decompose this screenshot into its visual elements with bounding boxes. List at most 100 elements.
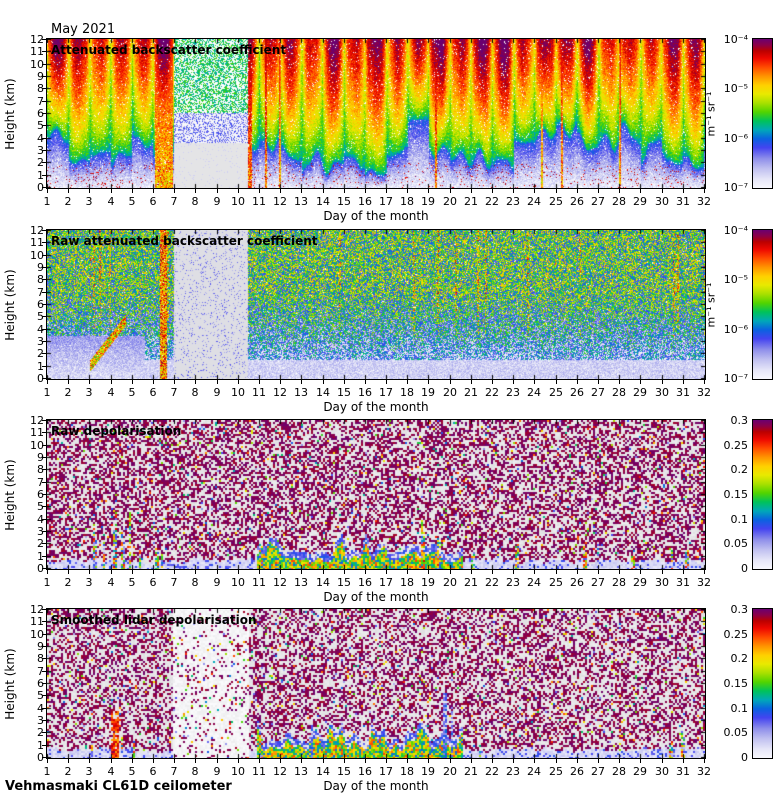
x-tick-label: 16 <box>358 195 372 208</box>
x-tick-label: 6 <box>149 576 157 589</box>
x-tick-label: 31 <box>676 386 690 399</box>
x-tick-label: 31 <box>676 765 690 778</box>
y-tick <box>42 242 46 243</box>
x-tick-label: 28 <box>612 576 626 589</box>
x-tick-label: 26 <box>570 386 584 399</box>
x-tick <box>323 759 324 763</box>
y-tick-label: 8 <box>37 273 44 286</box>
x-tick-label: 18 <box>400 765 414 778</box>
x-tick <box>217 759 218 763</box>
y-tick-label: 7 <box>37 286 44 299</box>
x-tick <box>259 570 260 574</box>
x-tick <box>450 759 451 763</box>
x-tick-label: 14 <box>316 765 330 778</box>
x-tick-label: 1 <box>43 386 51 399</box>
heatmap-canvas-3 <box>46 608 706 759</box>
x-tick <box>174 759 175 763</box>
x-tick <box>153 759 154 763</box>
x-tick-label: 24 <box>527 765 541 778</box>
y-tick-label: 6 <box>37 298 44 311</box>
y-tick-label: 0 <box>37 751 44 764</box>
x-tick-label: 29 <box>633 765 647 778</box>
y-tick <box>42 378 46 379</box>
colorbar-unit-label: m⁻¹ sr⁻¹ <box>704 282 718 327</box>
colorbar-tick-label: 10⁻⁵ <box>723 82 748 95</box>
y-tick <box>42 494 46 495</box>
y-tick-label: 10 <box>30 58 44 71</box>
x-tick-label: 8 <box>191 195 199 208</box>
colorbar-unit-label: m⁻¹ sr⁻¹ <box>704 91 718 136</box>
colorbar-tick-label: 0.05 <box>723 726 749 739</box>
x-tick <box>428 380 429 384</box>
x-tick-label: 4 <box>107 765 115 778</box>
x-tick <box>619 759 620 763</box>
x-tick <box>174 380 175 384</box>
y-tick-label: 9 <box>37 451 44 464</box>
colorbar-tick-label: 10⁻⁶ <box>723 323 748 336</box>
x-tick-label: 17 <box>379 386 393 399</box>
y-tick-label: 1 <box>37 550 44 563</box>
y-tick <box>42 568 46 569</box>
y-tick <box>42 658 46 659</box>
y-tick-label: 11 <box>30 236 44 249</box>
y-tick <box>42 113 46 114</box>
y-tick-label: 6 <box>37 677 44 690</box>
y-tick-label: 12 <box>30 603 44 616</box>
x-tick <box>68 759 69 763</box>
y-tick-label: 12 <box>30 414 44 427</box>
x-tick-label: 30 <box>655 576 669 589</box>
x-tick-label: 25 <box>549 765 563 778</box>
colorbar-tick-label: 0.25 <box>723 628 749 641</box>
x-tick <box>704 380 705 384</box>
x-tick-label: 5 <box>128 195 136 208</box>
x-tick <box>619 570 620 574</box>
x-tick <box>662 380 663 384</box>
heatmap-canvas-1 <box>46 229 706 380</box>
y-tick <box>42 187 46 188</box>
x-tick <box>89 570 90 574</box>
x-tick-label: 25 <box>549 386 563 399</box>
x-tick <box>195 380 196 384</box>
y-tick-label: 7 <box>37 95 44 108</box>
x-tick <box>556 759 557 763</box>
x-tick-label: 5 <box>128 576 136 589</box>
x-tick-label: 18 <box>400 386 414 399</box>
colorbar-tick-label: 10⁻⁴ <box>723 33 748 46</box>
y-tick <box>42 76 46 77</box>
y-tick <box>42 757 46 758</box>
x-tick <box>513 570 514 574</box>
y-tick-label: 9 <box>37 70 44 83</box>
x-tick <box>111 759 112 763</box>
x-tick <box>323 380 324 384</box>
y-tick <box>42 329 46 330</box>
x-tick <box>556 380 557 384</box>
y-tick <box>42 519 46 520</box>
y-tick <box>42 255 46 256</box>
x-tick-label: 10 <box>231 576 245 589</box>
x-tick <box>153 189 154 193</box>
x-tick <box>577 570 578 574</box>
colorbar-tick-label: 0.2 <box>730 463 749 476</box>
x-tick <box>704 759 705 763</box>
y-tick-label: 10 <box>30 439 44 452</box>
x-tick <box>153 380 154 384</box>
x-tick <box>471 189 472 193</box>
x-tick-label: 20 <box>443 576 457 589</box>
x-tick-label: 9 <box>213 765 221 778</box>
x-tick <box>238 380 239 384</box>
x-tick <box>365 380 366 384</box>
x-tick-label: 23 <box>506 576 520 589</box>
x-tick-label: 2 <box>64 386 72 399</box>
x-tick-label: 4 <box>107 576 115 589</box>
x-tick <box>683 570 684 574</box>
y-tick <box>42 39 46 40</box>
colorbar-2 <box>752 419 773 570</box>
x-tick <box>195 759 196 763</box>
y-tick <box>42 683 46 684</box>
y-tick-label: 4 <box>37 513 44 526</box>
x-tick-label: 21 <box>464 576 478 589</box>
y-tick-label: 4 <box>37 132 44 145</box>
x-tick-label: 16 <box>358 576 372 589</box>
x-tick <box>132 759 133 763</box>
